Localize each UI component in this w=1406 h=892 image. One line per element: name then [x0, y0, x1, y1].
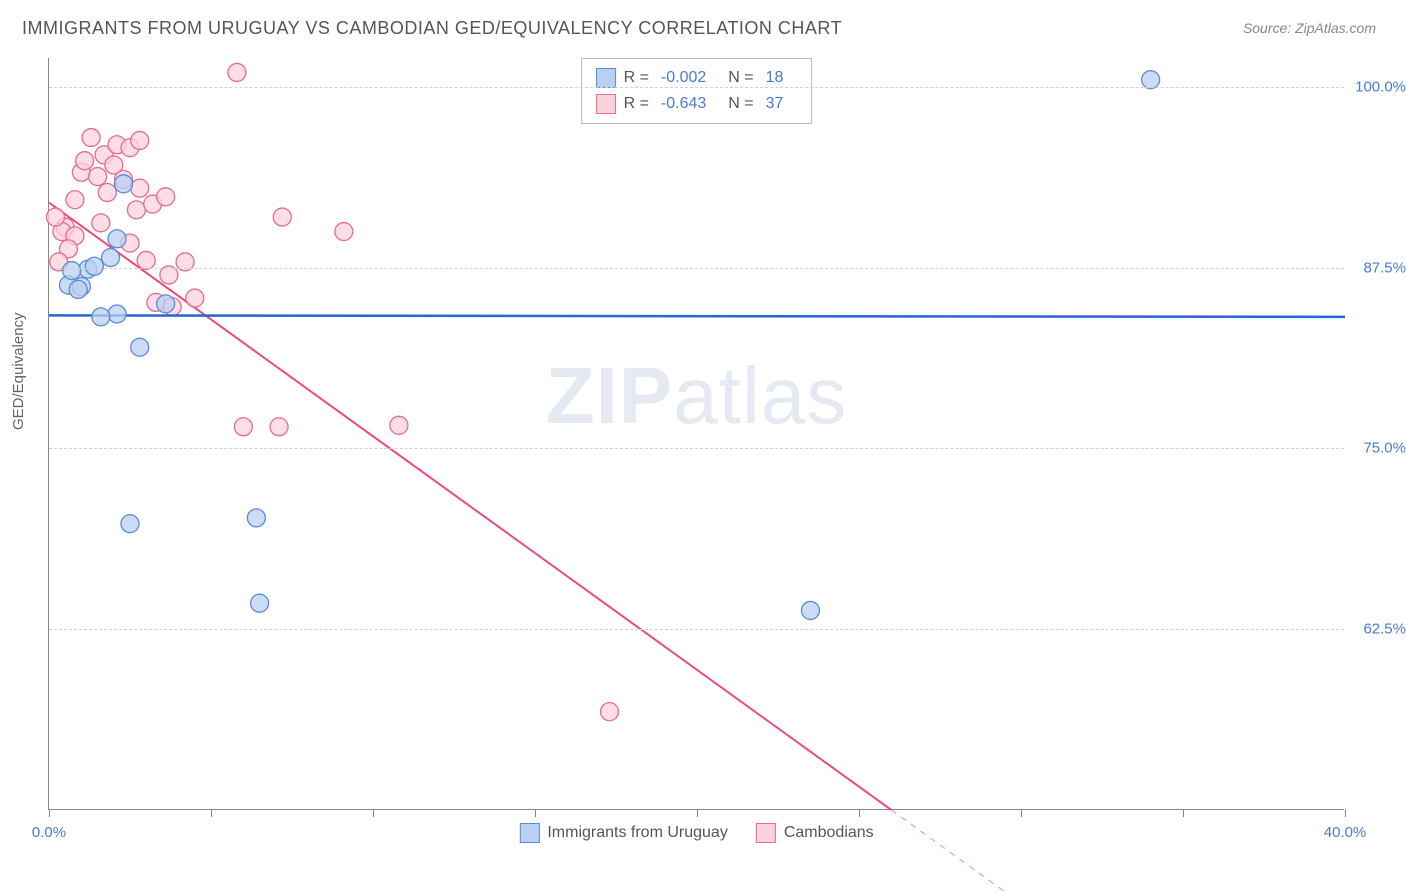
data-point: [131, 338, 149, 356]
data-point: [115, 175, 133, 193]
data-point: [89, 168, 107, 186]
legend-swatch-uruguay-icon: [519, 823, 539, 843]
data-point: [98, 183, 116, 201]
legend-item-uruguay: Immigrants from Uruguay: [519, 823, 728, 843]
x-tick: [211, 809, 212, 817]
data-point: [63, 262, 81, 280]
data-point: [76, 152, 94, 170]
x-tick-label: 40.0%: [1324, 824, 1367, 841]
data-point: [251, 594, 269, 612]
data-point: [127, 201, 145, 219]
y-tick-label: 62.5%: [1351, 621, 1406, 638]
gridline-h: [49, 448, 1344, 449]
data-point: [82, 129, 100, 147]
data-point: [186, 289, 204, 307]
legend-r-label: R =: [624, 95, 649, 113]
data-point: [228, 63, 246, 81]
x-tick: [49, 809, 50, 817]
gridline-h: [49, 629, 1344, 630]
legend-series: Immigrants from Uruguay Cambodians: [519, 823, 873, 843]
data-point: [601, 703, 619, 721]
y-tick-label: 87.5%: [1351, 259, 1406, 276]
legend-label-uruguay: Immigrants from Uruguay: [547, 824, 728, 842]
legend-swatch-cambodians-icon: [756, 823, 776, 843]
x-tick: [535, 809, 536, 817]
data-point: [46, 208, 64, 226]
data-point: [131, 179, 149, 197]
x-tick: [697, 809, 698, 817]
legend-item-cambodians: Cambodians: [756, 823, 874, 843]
gridline-h: [49, 268, 1344, 269]
data-point: [157, 188, 175, 206]
data-point: [85, 257, 103, 275]
data-point: [247, 509, 265, 527]
legend-r-value-cambodians: -0.643: [661, 95, 706, 113]
data-point: [801, 601, 819, 619]
data-point: [66, 191, 84, 209]
chart-source: Source: ZipAtlas.com: [1243, 20, 1376, 36]
y-tick-label: 75.0%: [1351, 440, 1406, 457]
legend-n-label: N =: [728, 69, 753, 87]
x-tick-label: 0.0%: [32, 824, 66, 841]
legend-r-value-uruguay: -0.002: [661, 69, 706, 87]
x-tick: [1183, 809, 1184, 817]
legend-n-label: N =: [728, 95, 753, 113]
data-point: [131, 131, 149, 149]
x-tick: [1345, 809, 1346, 817]
legend-row-cambodians: R = -0.643 N = 37: [596, 91, 798, 117]
legend-correlation: R = -0.002 N = 18 R = -0.643 N = 37: [581, 58, 813, 124]
data-point: [92, 214, 110, 232]
data-point: [108, 230, 126, 248]
data-point: [69, 280, 87, 298]
y-tick-label: 100.0%: [1351, 78, 1406, 95]
data-point: [157, 295, 175, 313]
plot-area: ZIPatlas R = -0.002 N = 18 R = -0.643 N …: [48, 58, 1344, 810]
legend-r-label: R =: [624, 69, 649, 87]
legend-swatch-uruguay: [596, 68, 616, 88]
legend-label-cambodians: Cambodians: [784, 824, 874, 842]
data-point: [108, 305, 126, 323]
data-point: [102, 249, 120, 267]
legend-n-value-uruguay: 18: [766, 69, 784, 87]
data-point: [234, 418, 252, 436]
data-point: [121, 515, 139, 533]
x-tick: [373, 809, 374, 817]
data-point: [270, 418, 288, 436]
data-point: [92, 308, 110, 326]
y-axis-label: GED/Equivalency: [10, 312, 27, 430]
chart-title: IMMIGRANTS FROM URUGUAY VS CAMBODIAN GED…: [22, 18, 842, 39]
x-tick: [859, 809, 860, 817]
x-tick: [1021, 809, 1022, 817]
data-point: [273, 208, 291, 226]
data-point: [335, 223, 353, 241]
gridline-h: [49, 87, 1344, 88]
chart-svg: [49, 58, 1344, 809]
data-point: [390, 416, 408, 434]
legend-n-value-cambodians: 37: [766, 95, 784, 113]
legend-swatch-cambodians: [596, 94, 616, 114]
